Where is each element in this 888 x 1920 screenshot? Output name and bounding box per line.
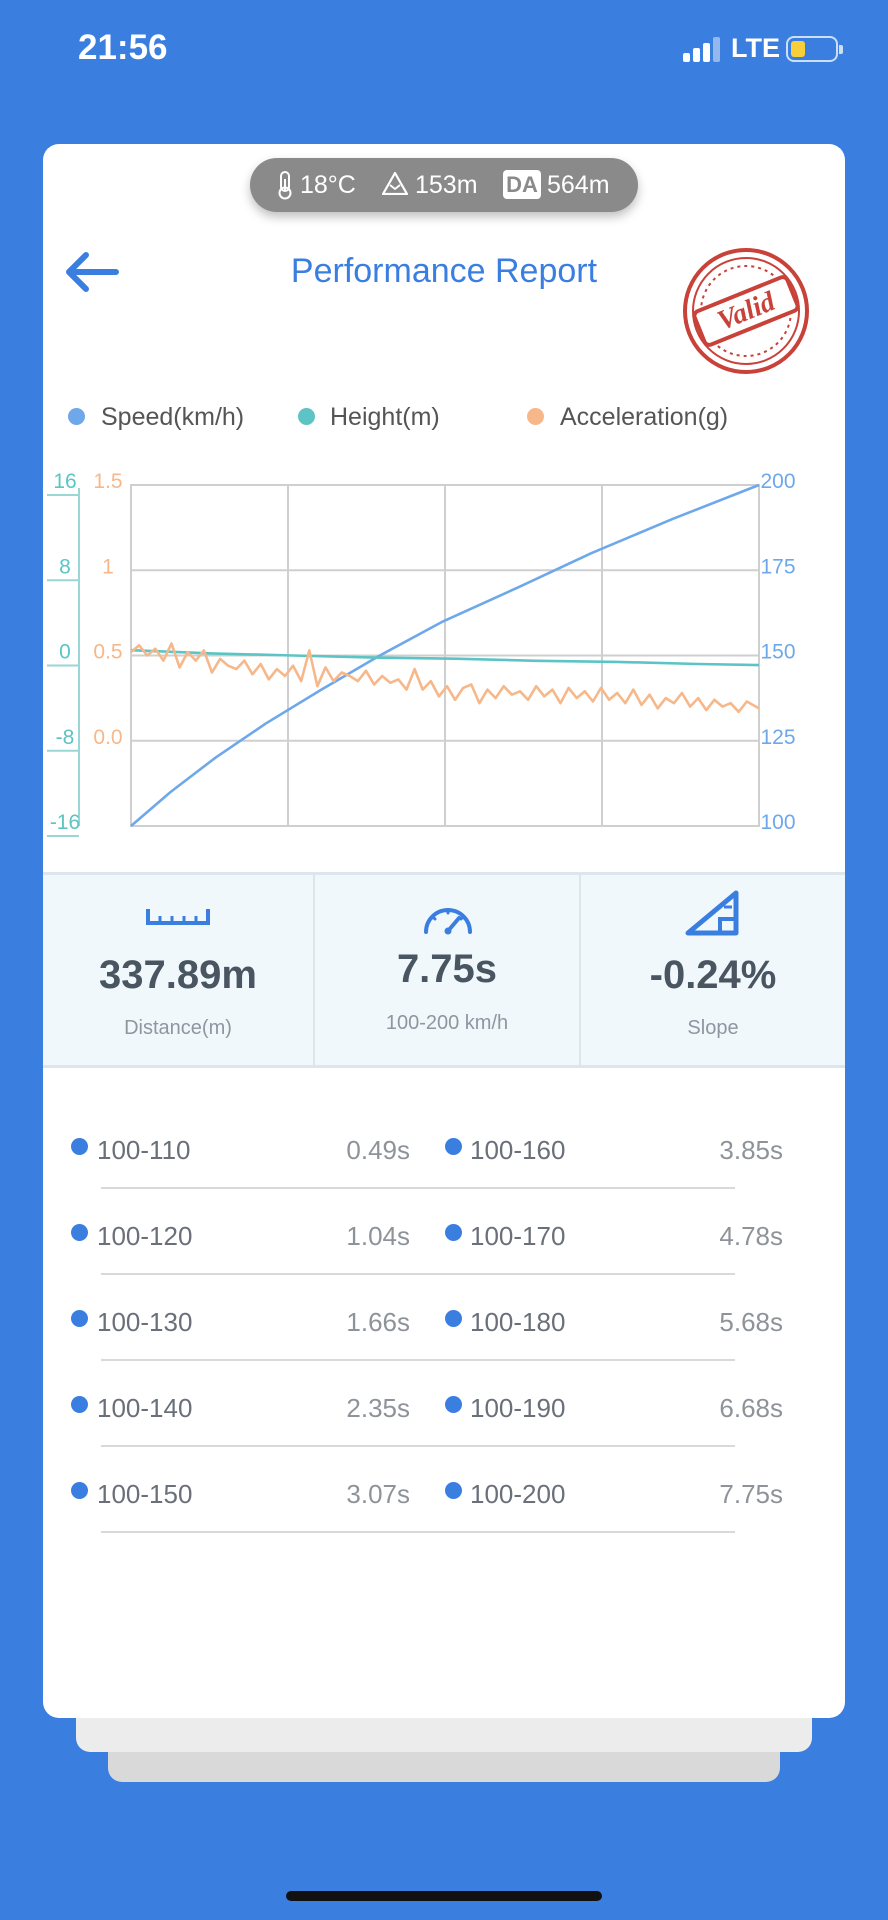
series-line-speed [130, 483, 760, 827]
height-tick-label: -16 [50, 811, 80, 834]
speed-tick-label: 200 [760, 470, 795, 493]
thermometer-icon [278, 171, 292, 200]
home-indicator [286, 1891, 602, 1901]
signal-icon [683, 36, 723, 62]
split-row: 100-150 3.07s 100-200 7.75s [43, 1447, 845, 1533]
split-divider [101, 1531, 735, 1533]
split-dot [71, 1396, 88, 1413]
time-stat: 7.75s 100-200 km/h [315, 875, 579, 1065]
series-line-height [130, 648, 760, 667]
split-time: 6.68s [719, 1393, 783, 1423]
split-range: 100-110 [97, 1135, 191, 1165]
split-row: 100-110 0.49s 100-160 3.85s [43, 1103, 845, 1189]
legend-label-speed: Speed(km/h) [101, 403, 245, 431]
split-row: 100-140 2.35s 100-190 6.68s [43, 1361, 845, 1447]
legend-dot-height [298, 408, 315, 425]
split-time: 3.07s [346, 1479, 410, 1509]
split-time: 2.35s [346, 1393, 410, 1423]
slope-label: Slope [687, 1017, 739, 1039]
split-range: 100-180 [470, 1307, 566, 1337]
split-divider [101, 1273, 735, 1275]
split-dot [445, 1482, 462, 1499]
split-range: 100-160 [470, 1135, 566, 1165]
distance-stat: 337.89m Distance(m) [43, 875, 313, 1065]
acceleration-tick-label: 0.5 [93, 641, 122, 664]
slope-icon [685, 890, 739, 936]
split-divider [101, 1359, 735, 1361]
series-line-acceleration [130, 642, 760, 714]
split-time: 5.68s [719, 1307, 783, 1337]
speed-tick-label: 175 [760, 555, 795, 578]
altitude-value: 153m [415, 171, 478, 199]
split-dot [71, 1224, 88, 1241]
density-altitude-badge: DA [503, 170, 541, 199]
split-time: 0.49s [346, 1135, 410, 1165]
split-range: 100-140 [97, 1393, 193, 1423]
speed-tick-label: 125 [760, 726, 795, 749]
distance-value: 337.89m [99, 953, 257, 997]
split-dot [71, 1310, 88, 1327]
split-time: 1.66s [346, 1307, 410, 1337]
split-dot [445, 1224, 462, 1241]
page-title: Performance Report [290, 252, 598, 290]
legend-dot-speed [68, 408, 85, 425]
split-dot [445, 1396, 462, 1413]
mountain-icon [382, 171, 408, 195]
split-divider [101, 1187, 735, 1189]
split-range: 100-200 [470, 1479, 566, 1509]
slope-stat: -0.24% Slope [581, 875, 845, 1065]
split-dot [445, 1310, 462, 1327]
stat-divider [579, 875, 581, 1065]
height-tick-label: -8 [56, 726, 75, 749]
split-dot [71, 1138, 88, 1155]
split-row: 100-130 1.66s 100-180 5.68s [43, 1275, 845, 1361]
status-bar: 21:56 LTE [0, 0, 888, 100]
split-divider [101, 1445, 735, 1447]
valid-stamp: Valid [683, 248, 809, 374]
split-range: 100-130 [97, 1307, 193, 1337]
environment-pill: 18°C 153m DA 564m [250, 158, 638, 212]
split-range: 100-150 [97, 1479, 193, 1509]
network-type: LTE [731, 33, 780, 63]
back-arrow-icon[interactable] [64, 250, 120, 294]
split-dot [71, 1482, 88, 1499]
acceleration-tick-label: 1.5 [93, 470, 122, 493]
time-value: 7.75s [396, 947, 498, 991]
status-time: 21:56 [78, 28, 168, 67]
legend-dot-acceleration [527, 408, 544, 425]
speed-tick-label: 100 [760, 811, 795, 834]
speed-tick-label: 150 [760, 641, 795, 664]
split-dot [445, 1138, 462, 1155]
split-row: 100-120 1.04s 100-170 4.78s [43, 1189, 845, 1275]
split-time: 3.85s [719, 1135, 783, 1165]
acceleration-tick-label: 0.0 [93, 726, 122, 749]
slope-value: -0.24% [649, 953, 777, 997]
legend-label-acceleration: Acceleration(g) [560, 403, 729, 431]
height-tick-label: 8 [59, 555, 71, 578]
height-tick-label: 0 [59, 641, 71, 664]
stat-divider [313, 875, 315, 1065]
density-altitude-value: 564m [547, 171, 610, 199]
split-range: 100-170 [470, 1221, 566, 1251]
speedometer-icon [424, 908, 472, 935]
battery-icon [786, 36, 843, 62]
performance-chart: 16 8 0 -8 -16 1.5 1 0.5 0.0 200 175 150 125 100 [47, 470, 796, 837]
time-label: 100-200 km/h [385, 1012, 509, 1034]
height-tick-label: 16 [53, 470, 76, 493]
acceleration-tick-label: 1 [102, 555, 114, 578]
split-time: 4.78s [719, 1221, 783, 1251]
split-range: 100-120 [97, 1221, 193, 1251]
distance-label: Distance(m) [124, 1017, 232, 1039]
split-time: 7.75s [719, 1479, 783, 1509]
split-range: 100-190 [470, 1393, 566, 1423]
ruler-icon [146, 909, 210, 925]
stats-panel: 337.89m Distance(m) 7.75s 100-200 km/h -… [43, 872, 845, 1068]
temperature-value: 18°C [300, 171, 356, 199]
legend-label-height: Height(m) [330, 403, 440, 431]
split-time: 1.04s [346, 1221, 410, 1251]
